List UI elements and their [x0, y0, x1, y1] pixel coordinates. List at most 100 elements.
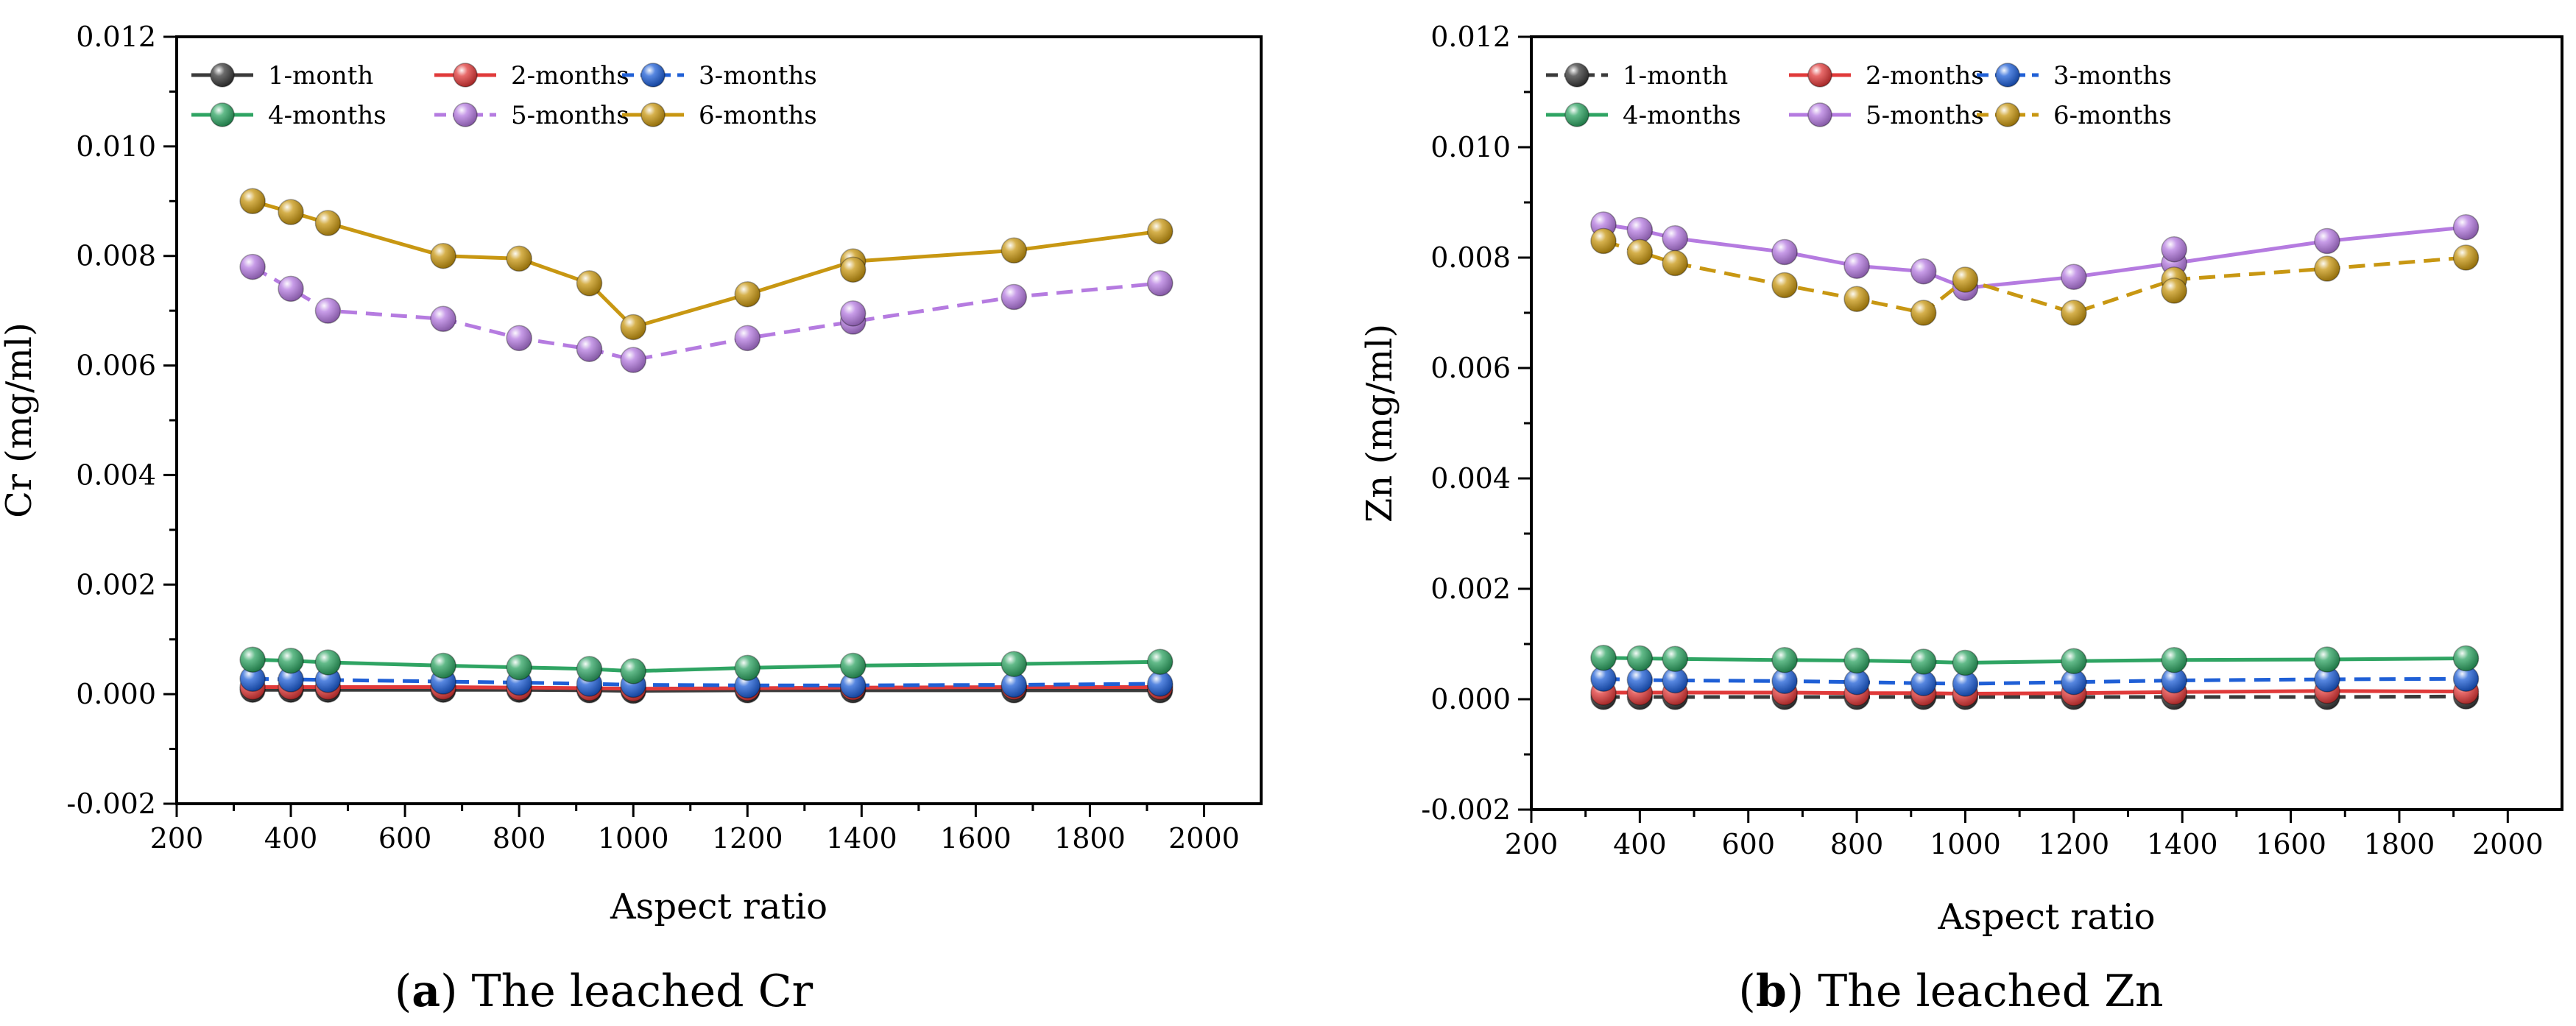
data-point — [839, 672, 867, 698]
series-line — [251, 265, 1161, 362]
legend-marker — [1564, 63, 1589, 88]
data-point — [2061, 669, 2087, 696]
x-tick-label: 600 — [1721, 828, 1775, 860]
x-tick-label: 1200 — [712, 822, 783, 855]
legend-marker — [453, 102, 478, 127]
y-tick-label: 0.002 — [76, 568, 156, 601]
series-3-months — [239, 665, 1174, 698]
y-tick-label: 0.002 — [1430, 573, 1511, 605]
data-point — [239, 253, 266, 280]
data-point — [506, 654, 532, 681]
x-tick-label: 1600 — [940, 822, 1012, 855]
x-tick-label: 2000 — [1168, 822, 1240, 855]
data-point — [734, 281, 761, 308]
legend-item: 4-months — [191, 101, 387, 130]
data-point — [576, 336, 603, 362]
data-point — [430, 242, 456, 269]
data-point — [1910, 648, 1937, 675]
series-4-months — [1590, 645, 2480, 676]
legend-marker — [1807, 102, 1832, 127]
y-tick-label: 0.004 — [1430, 462, 1511, 495]
data-point — [620, 314, 646, 341]
y-tick-label: 0.008 — [1430, 241, 1511, 274]
legend-label: 1-month — [268, 61, 373, 91]
x-tick-label: 1800 — [1054, 822, 1126, 855]
data-point — [620, 658, 646, 684]
legend: 1-month 2-months 3-months 4-months 5-months 6… — [1546, 61, 2172, 130]
legend-marker — [1995, 102, 2020, 127]
panel-caption: (a) The leached Cr — [395, 966, 814, 1017]
legend-label: 4-months — [268, 101, 387, 130]
data-point — [1662, 667, 1689, 694]
legend-marker — [1564, 102, 1589, 127]
data-point — [1952, 671, 1979, 697]
data-point — [314, 210, 342, 236]
data-point — [2061, 263, 2087, 290]
legend-marker — [1807, 63, 1832, 88]
data-point — [1147, 671, 1174, 697]
data-point — [1001, 671, 1028, 698]
data-point — [239, 188, 266, 215]
y-tick-label: -0.002 — [66, 788, 156, 820]
data-point — [1843, 647, 1870, 674]
data-point — [1590, 665, 1617, 692]
y-tick-label: 0.012 — [76, 21, 156, 53]
x-tick-label: 1800 — [2364, 828, 2435, 860]
legend-item: 3-months — [1977, 61, 2172, 91]
legend-item: 2-months — [434, 61, 629, 91]
y-tick-label: 0.000 — [76, 678, 156, 710]
legend-marker — [453, 63, 478, 88]
series-4-months — [239, 646, 1174, 684]
chart-panel-a: 200 400 600 800 1000 1200 1400 1600 1800 2000 -0.0… — [0, 21, 1263, 1017]
data-point — [1590, 645, 1617, 671]
chart-panel-b: 200 400 600 800 1000 1200 1400 1600 1800 2000 -0.0… — [1359, 21, 2563, 1017]
data-point — [314, 649, 342, 676]
x-tick-label: 200 — [150, 822, 204, 855]
x-tick-label: 400 — [1613, 828, 1667, 860]
data-point — [2314, 255, 2340, 282]
data-point — [1910, 258, 1937, 285]
data-point — [839, 256, 867, 283]
x-tick-label: 800 — [493, 822, 546, 855]
data-point — [506, 325, 532, 352]
data-point — [506, 245, 532, 272]
data-point — [2452, 244, 2480, 271]
data-point — [278, 199, 304, 225]
data-point — [1590, 227, 1617, 255]
data-point — [278, 275, 304, 303]
x-tick-label: 400 — [264, 822, 318, 855]
legend-item: 5-months — [1789, 101, 1984, 130]
data-point — [2314, 646, 2340, 673]
data-point — [2452, 665, 2480, 692]
y-tick-label: 0.000 — [1430, 683, 1511, 715]
y-tick-label: 0.010 — [76, 130, 156, 163]
data-point — [1147, 218, 1174, 244]
data-point — [1843, 252, 1870, 279]
data-point — [734, 654, 761, 682]
data-point — [576, 270, 603, 297]
data-point — [430, 652, 456, 679]
x-axis-label: Aspect ratio — [610, 886, 828, 927]
data-point — [576, 656, 603, 682]
legend-marker — [1995, 63, 2020, 88]
series-6-months — [1590, 227, 2480, 326]
legend-label: 3-months — [699, 61, 817, 91]
data-point — [839, 300, 867, 327]
legend-marker — [210, 63, 235, 88]
data-point — [1843, 669, 1870, 696]
x-tick-label: 1000 — [598, 822, 669, 855]
data-point — [2161, 236, 2187, 263]
x-axis-label: Aspect ratio — [1938, 896, 2156, 938]
data-point — [1771, 272, 1798, 299]
series-line — [252, 199, 1161, 330]
legend-label: 4-months — [1623, 101, 1741, 130]
data-point — [1626, 238, 1654, 266]
data-point — [2452, 645, 2480, 672]
y-tick-label: 0.010 — [1430, 131, 1511, 163]
y-tick-label: -0.002 — [1421, 793, 1511, 826]
y-tick-label: 0.006 — [76, 350, 156, 382]
legend-item: 2-months — [1789, 61, 1984, 91]
legend-label: 3-months — [2053, 61, 2172, 91]
legend-item: 1-month — [1546, 61, 1728, 91]
legend-item: 6-months — [622, 101, 817, 130]
